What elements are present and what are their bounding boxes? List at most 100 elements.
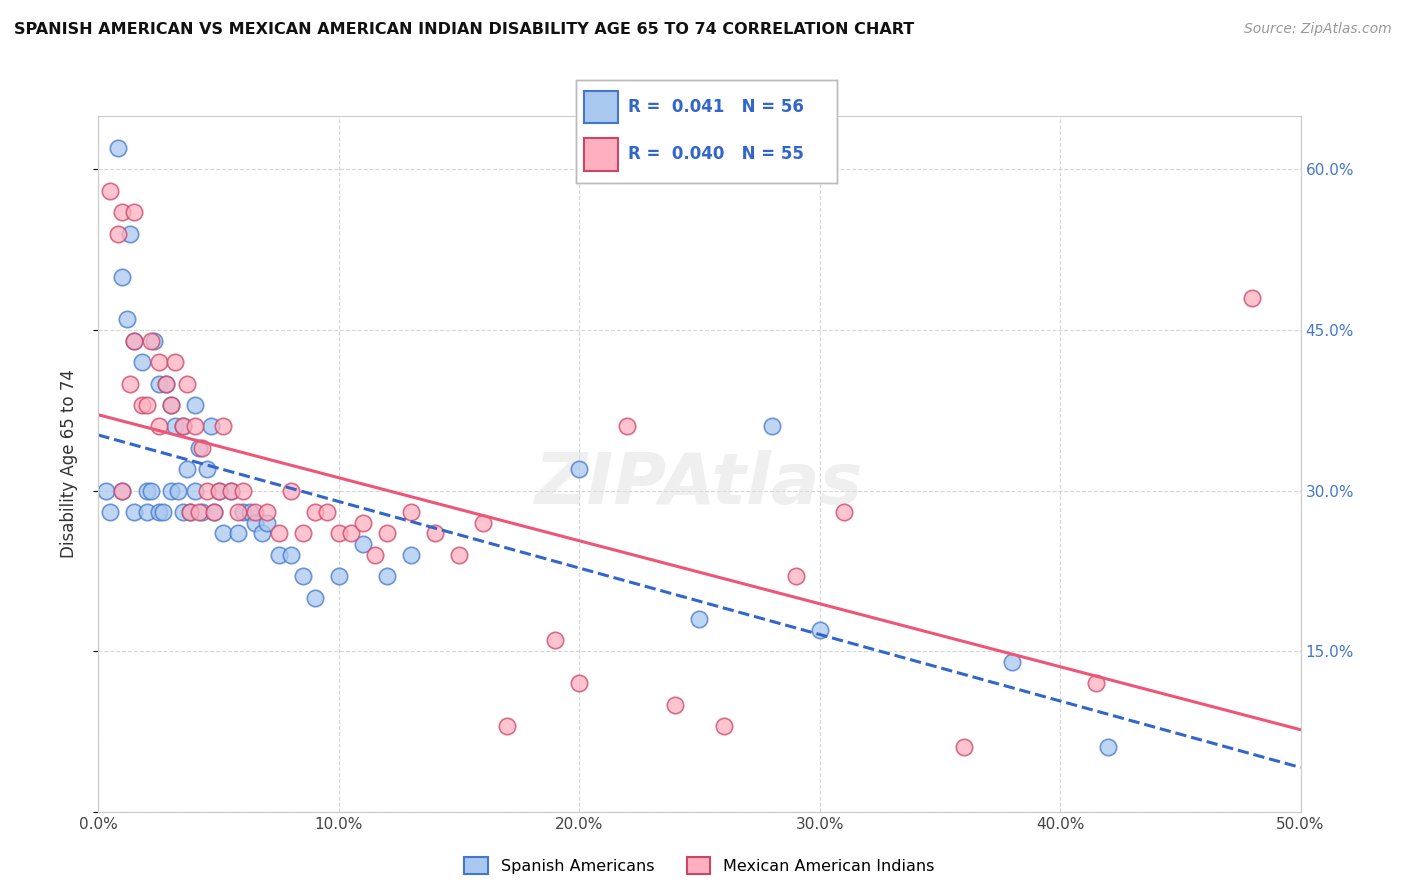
Point — [761, 419, 783, 434]
Point — [239, 505, 262, 519]
Point — [219, 483, 242, 498]
Point — [191, 505, 214, 519]
Point — [616, 419, 638, 434]
Point — [142, 334, 165, 348]
Point — [496, 719, 519, 733]
Point — [200, 419, 222, 434]
Point — [179, 505, 201, 519]
Point — [243, 516, 266, 530]
Point — [155, 376, 177, 391]
Point — [148, 376, 170, 391]
Point — [472, 516, 495, 530]
Point — [256, 516, 278, 530]
Point — [328, 569, 350, 583]
Text: R =  0.041   N = 56: R = 0.041 N = 56 — [628, 98, 804, 116]
Point — [183, 398, 205, 412]
Point — [423, 526, 446, 541]
Text: Source: ZipAtlas.com: Source: ZipAtlas.com — [1244, 22, 1392, 37]
Point — [340, 526, 363, 541]
Point — [785, 569, 807, 583]
Point — [118, 376, 141, 391]
Point — [131, 398, 153, 412]
Point — [124, 334, 146, 348]
Point — [267, 526, 290, 541]
Point — [94, 483, 117, 498]
Point — [291, 569, 314, 583]
Point — [159, 398, 181, 412]
Point — [953, 740, 976, 755]
Point — [179, 505, 201, 519]
Point — [304, 591, 326, 605]
Point — [195, 483, 218, 498]
Point — [107, 227, 129, 241]
Text: R =  0.040   N = 55: R = 0.040 N = 55 — [628, 145, 804, 163]
Point — [1097, 740, 1119, 755]
Point — [152, 505, 174, 519]
Point — [256, 505, 278, 519]
Point — [315, 505, 337, 519]
Point — [375, 526, 398, 541]
Point — [202, 505, 225, 519]
Point — [208, 483, 231, 498]
Point — [250, 526, 273, 541]
Point — [713, 719, 735, 733]
Point — [219, 483, 242, 498]
Point — [212, 419, 235, 434]
Point — [172, 505, 194, 519]
Point — [191, 441, 214, 455]
Point — [165, 355, 187, 369]
Point — [118, 227, 141, 241]
Point — [568, 676, 591, 690]
Point — [664, 698, 686, 712]
Point — [148, 355, 170, 369]
Point — [689, 612, 711, 626]
Point — [364, 548, 387, 562]
Point — [172, 419, 194, 434]
Text: SPANISH AMERICAN VS MEXICAN AMERICAN INDIAN DISABILITY AGE 65 TO 74 CORRELATION : SPANISH AMERICAN VS MEXICAN AMERICAN IND… — [14, 22, 914, 37]
Point — [399, 548, 422, 562]
Point — [1085, 676, 1108, 690]
Point — [232, 483, 254, 498]
Point — [176, 376, 198, 391]
Point — [124, 505, 146, 519]
Point — [148, 505, 170, 519]
Point — [226, 505, 249, 519]
Point — [183, 483, 205, 498]
Point — [135, 483, 157, 498]
Point — [107, 141, 129, 155]
Point — [100, 505, 122, 519]
Legend: Spanish Americans, Mexican American Indians: Spanish Americans, Mexican American Indi… — [458, 851, 941, 880]
Point — [399, 505, 422, 519]
Point — [111, 483, 134, 498]
Point — [267, 548, 290, 562]
Point — [544, 633, 567, 648]
Point — [328, 526, 350, 541]
Point — [1001, 655, 1024, 669]
Point — [447, 548, 470, 562]
Point — [165, 419, 187, 434]
Point — [159, 483, 181, 498]
Point — [159, 398, 181, 412]
Point — [172, 419, 194, 434]
FancyBboxPatch shape — [585, 91, 619, 123]
Point — [111, 205, 134, 219]
Point — [148, 419, 170, 434]
Point — [832, 505, 855, 519]
Point — [141, 483, 163, 498]
Point — [280, 483, 302, 498]
Point — [202, 505, 225, 519]
Point — [188, 505, 211, 519]
Point — [352, 537, 374, 551]
Point — [280, 548, 302, 562]
Point — [111, 483, 134, 498]
Point — [155, 376, 177, 391]
Point — [291, 526, 314, 541]
Point — [232, 505, 254, 519]
Text: ZIPAtlas: ZIPAtlas — [536, 450, 863, 519]
Point — [304, 505, 326, 519]
Point — [124, 205, 146, 219]
Point — [243, 505, 266, 519]
Point — [212, 526, 235, 541]
Point — [135, 505, 157, 519]
Point — [131, 355, 153, 369]
